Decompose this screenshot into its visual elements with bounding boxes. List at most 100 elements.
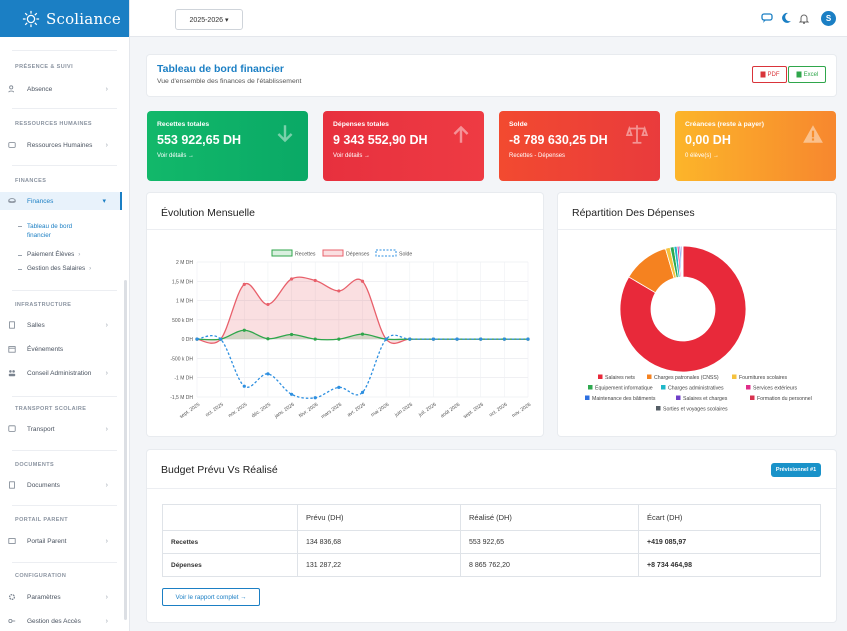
legend-label: Maintenance des bâtiments bbox=[592, 396, 656, 402]
x-tick-label: juin 2026 bbox=[393, 402, 414, 419]
sidebar-item-label: Finances bbox=[27, 197, 54, 205]
legend-swatch bbox=[732, 374, 737, 379]
data-point-solde bbox=[479, 337, 483, 341]
kpi-value: 9 343 552,90 DH bbox=[333, 133, 428, 147]
divider bbox=[12, 165, 117, 166]
file-pdf-icon bbox=[760, 71, 765, 78]
sidebar-item-salles[interactable]: Salles › bbox=[0, 316, 122, 334]
kpi-details-link[interactable]: Voir détails → bbox=[157, 153, 195, 159]
section-transport: TRANSPORT SCOLAIRE bbox=[15, 406, 87, 412]
kpi-title: Créances (reste à payer) bbox=[685, 121, 764, 128]
divider bbox=[147, 488, 836, 489]
data-point-solde bbox=[360, 390, 365, 394]
sidebar-item-portail[interactable]: Portail Parent › bbox=[0, 532, 122, 550]
cell-realise: 8 865 762,20 bbox=[460, 553, 639, 577]
data-point-solde bbox=[455, 337, 459, 341]
portal-icon bbox=[8, 538, 16, 544]
sidebar-item-evenements[interactable]: Événements bbox=[0, 340, 122, 358]
cell-realise: 553 922,65 bbox=[460, 530, 639, 554]
sidebar-item-acces[interactable]: Gestion des Accès › bbox=[0, 612, 122, 630]
sidebar-item-documents[interactable]: Documents › bbox=[0, 476, 122, 494]
legend-swatch bbox=[588, 385, 593, 390]
legend-swatch bbox=[676, 395, 681, 400]
sidebar-item-finances[interactable]: Finances ▾ bbox=[0, 192, 122, 210]
kpi-title: Dépenses totales bbox=[333, 121, 389, 128]
year-select[interactable]: 2025-2026 ▾ bbox=[175, 9, 243, 30]
data-point-solde bbox=[526, 337, 530, 341]
sidebar-item-rh[interactable]: Ressources Humaines › bbox=[0, 136, 122, 154]
sidebar-item-transport[interactable]: Transport › bbox=[0, 420, 122, 438]
page-subtitle: Vue d'ensemble des finances de l'établis… bbox=[157, 78, 302, 85]
panel-title: Répartition Des Dépenses bbox=[572, 207, 695, 219]
legend-swatch bbox=[322, 249, 344, 257]
bell-icon[interactable] bbox=[798, 12, 810, 24]
sidebar-item-conseil[interactable]: Conseil Administration › bbox=[0, 364, 122, 382]
sidebar-item-label: Événements bbox=[27, 345, 64, 353]
sub-label-line1: Tableau de bord bbox=[27, 223, 73, 230]
warning-icon bbox=[803, 125, 823, 143]
chevron-right-icon: › bbox=[105, 85, 108, 93]
data-point-solde bbox=[266, 372, 270, 376]
y-tick-label: 2 M DH bbox=[176, 260, 193, 266]
kpi-depenses: Dépenses totales 9 343 552,90 DH Voir dé… bbox=[323, 111, 484, 181]
data-point-solde bbox=[313, 396, 317, 400]
legend-label: Équipement informatique bbox=[595, 385, 653, 392]
group-icon bbox=[8, 370, 16, 377]
chat-icon[interactable] bbox=[761, 12, 773, 24]
topbar: 2025-2026 ▾ S bbox=[130, 0, 847, 37]
kpi-details-link[interactable]: Voir détails → bbox=[333, 153, 371, 159]
table-row: Recettes 134 836,68 553 922,65 +419 085,… bbox=[162, 530, 821, 554]
kpi-value: 0,00 DH bbox=[685, 133, 731, 147]
export-pdf-button[interactable]: PDF bbox=[752, 66, 787, 83]
sidebar-item-label: Transport bbox=[27, 425, 55, 433]
evolution-line-chart: 2 M DH 1,5 M DH 1 M DH 500 k DH 0 DH -500 k D… bbox=[170, 249, 532, 421]
series-line-solde bbox=[196, 334, 528, 399]
kpi-title: Recettes totales bbox=[157, 121, 210, 128]
brand-bar[interactable]: Scoliance bbox=[0, 0, 129, 37]
y-tick-label: 500 k DH bbox=[172, 318, 193, 324]
kpi-creances: Créances (reste à payer) 0,00 DH 0 élève… bbox=[675, 111, 836, 181]
sidebar-sub-salaires[interactable]: Gestion des Salaires › bbox=[18, 265, 91, 272]
bullet bbox=[18, 226, 22, 227]
y-tick-label: -1 M DH bbox=[174, 376, 193, 382]
x-tick-label: janv. 2026 bbox=[273, 402, 296, 421]
export-excel-button[interactable]: Excel bbox=[788, 66, 826, 83]
kpi-details-link[interactable]: 0 élève(s) → bbox=[685, 153, 720, 159]
legend-swatch bbox=[661, 385, 666, 390]
sidebar-scrollbar[interactable] bbox=[124, 280, 127, 620]
moon-icon[interactable] bbox=[780, 12, 792, 24]
data-point-solde bbox=[337, 385, 341, 389]
column-header: Réalisé (DH) bbox=[460, 504, 639, 531]
sidebar-item-label: Paramètres bbox=[27, 593, 61, 601]
x-tick-label: sept. 2025 bbox=[179, 402, 202, 420]
kpi-recettes: Recettes totales 553 922,65 DH Voir déta… bbox=[147, 111, 308, 181]
kpi-value: -8 789 630,25 DH bbox=[509, 133, 608, 147]
budget-panel: Budget Prévu Vs Réalisé Prévisionnel #1 … bbox=[147, 450, 836, 622]
section-config: CONFIGURATION bbox=[15, 573, 67, 579]
legend-label: Recettes bbox=[295, 252, 316, 258]
chevron-right-icon: › bbox=[105, 617, 108, 625]
chevron-right-icon: › bbox=[105, 141, 108, 149]
page-header: Tableau de bord financier Vue d'ensemble… bbox=[147, 55, 836, 96]
gear-icon bbox=[8, 593, 16, 601]
data-point-solde bbox=[431, 337, 436, 341]
sidebar: Scoliance PRÉSENCE & SUIVI Absence › RES… bbox=[0, 0, 130, 631]
cell-prevu: 134 836,68 bbox=[297, 530, 461, 554]
data-point-depenses bbox=[337, 289, 341, 293]
full-report-button[interactable]: Voir le rapport complet → bbox=[162, 588, 260, 606]
avatar[interactable]: S bbox=[821, 11, 836, 26]
data-point-solde bbox=[219, 337, 223, 341]
section-rh: RESSOURCES HUMAINES bbox=[15, 121, 92, 127]
sidebar-item-parametres[interactable]: Paramètres › bbox=[0, 588, 122, 606]
export-excel-label: Excel bbox=[803, 71, 819, 78]
sidebar-sub-paiement[interactable]: Paiement Élèves › bbox=[18, 251, 80, 258]
sidebar-sub-tableau[interactable]: Tableau de bord financier bbox=[18, 222, 72, 240]
sidebar-item-absence[interactable]: Absence › bbox=[0, 80, 122, 98]
section-finances: FINANCES bbox=[15, 178, 47, 184]
sidebar-item-label: Documents bbox=[27, 481, 60, 489]
key-icon bbox=[8, 619, 16, 623]
budget-version-badge[interactable]: Prévisionnel #1 bbox=[771, 463, 821, 477]
section-documents: DOCUMENTS bbox=[15, 462, 55, 468]
kpi-foot: Recettes - Dépenses bbox=[509, 153, 566, 159]
budget-table: Prévu (DH) Réalisé (DH) Écart (DH) Recet… bbox=[162, 504, 821, 577]
